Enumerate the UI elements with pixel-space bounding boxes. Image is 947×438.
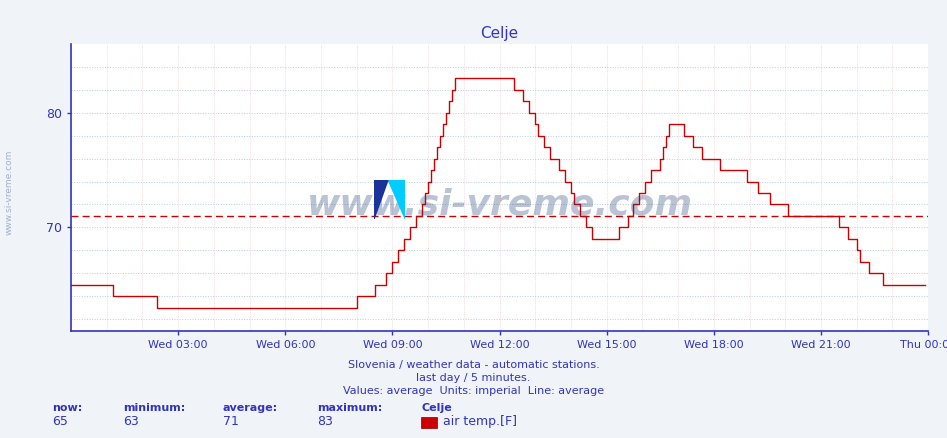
Text: Celje: Celje (421, 403, 452, 413)
Title: Celje: Celje (480, 26, 519, 41)
Text: average:: average: (223, 403, 277, 413)
Text: 83: 83 (317, 415, 333, 428)
Text: Values: average  Units: imperial  Line: average: Values: average Units: imperial Line: av… (343, 386, 604, 396)
Polygon shape (388, 180, 405, 219)
Text: www.si-vreme.com: www.si-vreme.com (307, 187, 692, 222)
Text: www.si-vreme.com: www.si-vreme.com (5, 150, 14, 235)
Text: 65: 65 (52, 415, 68, 428)
Polygon shape (374, 180, 388, 219)
Text: now:: now: (52, 403, 82, 413)
Text: minimum:: minimum: (123, 403, 186, 413)
Text: 71: 71 (223, 415, 239, 428)
Text: last day / 5 minutes.: last day / 5 minutes. (417, 373, 530, 383)
Text: 63: 63 (123, 415, 139, 428)
Text: Slovenia / weather data - automatic stations.: Slovenia / weather data - automatic stat… (348, 360, 599, 370)
Text: air temp.[F]: air temp.[F] (443, 415, 517, 428)
Text: maximum:: maximum: (317, 403, 383, 413)
